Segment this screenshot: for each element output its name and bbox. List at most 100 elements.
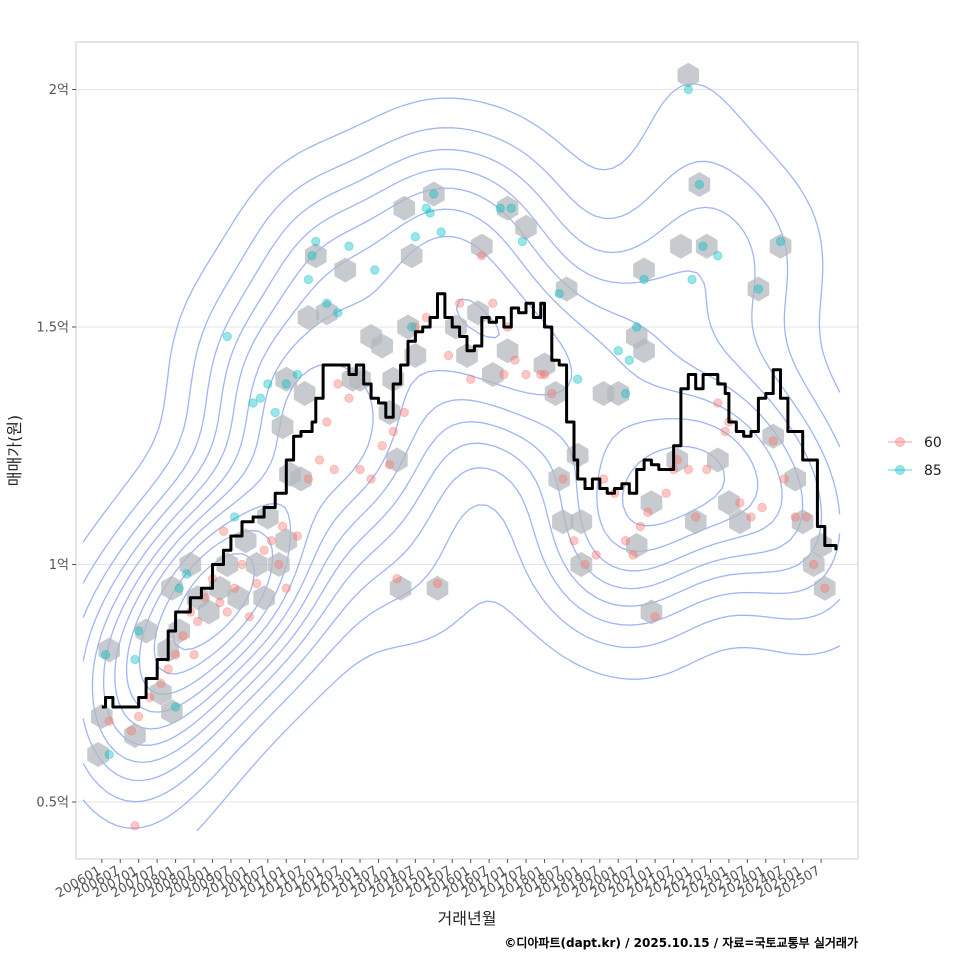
- hex-bin: [566, 442, 589, 468]
- legend-key-point: [895, 437, 905, 447]
- scatter-point-85: [410, 232, 421, 242]
- hex-bin: [316, 300, 338, 326]
- hex-bin: [640, 490, 663, 516]
- hex-bin: [814, 575, 836, 601]
- hex-bin: [810, 533, 832, 558]
- hex-bin: [161, 699, 183, 725]
- scatter-point-60: [620, 536, 631, 546]
- scatter-point-60: [547, 388, 557, 399]
- hex-bin: [784, 466, 807, 492]
- hex-bin: [570, 552, 593, 577]
- scatter-point-85: [620, 388, 631, 399]
- hex-bin: [684, 509, 707, 535]
- scatter-point-60: [218, 526, 229, 536]
- hex-bin: [718, 490, 740, 516]
- scatter-point-85: [307, 251, 317, 261]
- hex-bin: [695, 233, 718, 259]
- scatter-point-60: [377, 441, 387, 451]
- scatter-point-85: [554, 289, 564, 299]
- hex-bin: [496, 338, 519, 364]
- scatter-point-60: [735, 498, 745, 508]
- scatter-point-85: [406, 322, 417, 332]
- scatter-point-60: [591, 550, 601, 560]
- hex-bin: [729, 509, 751, 535]
- hex-bin: [404, 343, 427, 368]
- scatter-point-60: [768, 436, 778, 446]
- scatter-point-85: [248, 398, 258, 408]
- scatter-point-60: [193, 616, 203, 627]
- scatter-point-60: [156, 678, 166, 688]
- scatter-point-85: [687, 274, 697, 285]
- hex-bin: [87, 742, 109, 767]
- scatter-point-60: [510, 355, 520, 365]
- hex-bin: [91, 704, 113, 729]
- hex-bin: [271, 414, 294, 440]
- hex-bin: [555, 276, 578, 302]
- hex-bin: [633, 338, 655, 364]
- y-axis-title: 매매가(원): [5, 415, 24, 486]
- hex-bin: [544, 381, 567, 406]
- hex-bin: [275, 528, 298, 554]
- hex-bin: [386, 447, 408, 473]
- scatter-point-60: [443, 350, 454, 361]
- x-axis-title: 거래년월: [438, 909, 497, 928]
- scatter-point-60: [536, 369, 546, 380]
- scatter-point-60: [628, 550, 638, 560]
- scatter-point-60: [170, 650, 181, 660]
- hex-bin: [482, 362, 504, 387]
- scatter-point-60: [661, 488, 671, 498]
- scatter-point-60: [163, 664, 173, 674]
- scatter-point-60: [432, 578, 443, 589]
- legend-label: 85: [924, 463, 942, 479]
- x-axis: 2006012006072007012007072008012008072009…: [53, 859, 823, 901]
- scatter-point-60: [521, 369, 531, 380]
- scatter-point-60: [292, 531, 303, 541]
- hex-bin: [257, 504, 279, 530]
- scatter-point-60: [277, 521, 288, 532]
- scatter-point-60: [713, 398, 723, 408]
- hex-bin: [640, 599, 663, 625]
- scatter-point-60: [399, 407, 409, 418]
- scatter-point-60: [488, 298, 498, 308]
- scatter-point-60: [801, 512, 812, 522]
- hex-bin: [371, 333, 393, 359]
- scatter-point-60: [244, 612, 255, 622]
- scatter-point-85: [311, 236, 321, 247]
- hex-bin: [293, 381, 316, 406]
- scatter-point-85: [130, 654, 140, 665]
- hex-bin: [216, 552, 239, 577]
- scatter-point-85: [303, 274, 314, 285]
- scatter-point-85: [506, 203, 516, 213]
- scatter-point-60: [499, 369, 509, 380]
- hex-bin: [393, 195, 416, 221]
- hex-density-layer: [87, 62, 836, 767]
- scatter-point-60: [388, 426, 398, 437]
- scatter-point-60: [189, 650, 199, 660]
- density-contours: [82, 83, 841, 832]
- scatter-point-85: [639, 274, 649, 285]
- scatter-point-85: [263, 379, 273, 389]
- hex-bin: [707, 447, 729, 473]
- hex-bin: [124, 723, 146, 748]
- scatter-point-85: [292, 369, 303, 380]
- scatter-point-85: [753, 284, 764, 294]
- scatter-point-85: [613, 346, 623, 356]
- scatter-point-85: [429, 189, 439, 199]
- hex-bin: [670, 233, 692, 259]
- hex-bin: [253, 585, 275, 611]
- hex-bin: [397, 314, 419, 340]
- hex-bin: [297, 305, 320, 330]
- hex-bin: [168, 618, 191, 644]
- scatter-point-85: [713, 251, 723, 261]
- hex-bin: [552, 509, 574, 535]
- hex-bin: [470, 233, 493, 259]
- hex-bin: [198, 599, 220, 625]
- scatter-point-85: [170, 702, 181, 712]
- scatter-point-60: [746, 512, 756, 522]
- hex-bin: [677, 62, 700, 88]
- hex-bin: [150, 680, 172, 706]
- contour-line: [82, 83, 841, 832]
- scatter-point-60: [366, 474, 376, 484]
- legend-key-point: [895, 465, 905, 475]
- scatter-point-85: [270, 407, 280, 418]
